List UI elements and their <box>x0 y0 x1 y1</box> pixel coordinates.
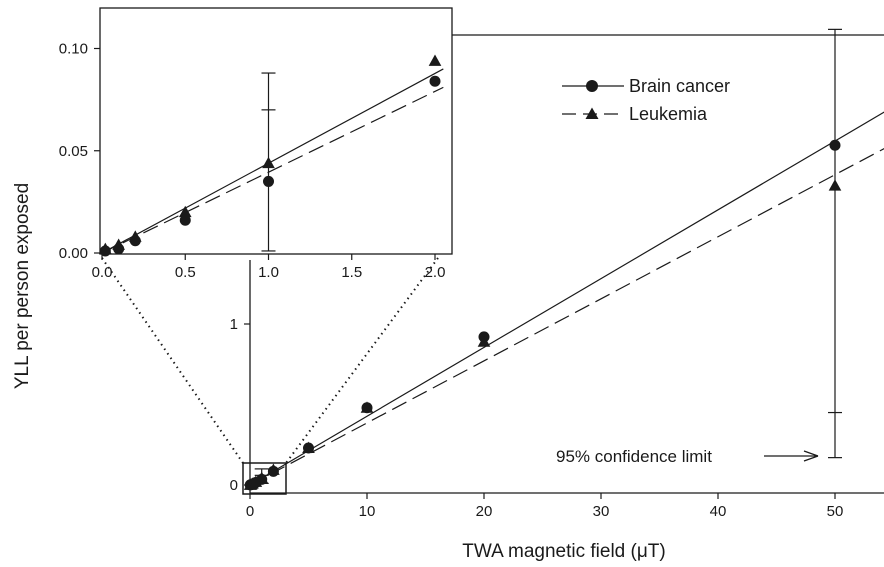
main-point-leukemia <box>249 475 263 487</box>
main-point-leukemia <box>360 401 374 413</box>
main-x-ticks: 0 10 20 30 40 50 <box>246 493 844 520</box>
inset-point-brain-cancer <box>179 214 191 226</box>
confidence-annotation: 95% confidence limit <box>556 447 712 466</box>
inset-x-ticks: 0.0 0.5 1.0 1.5 2.0 <box>92 254 446 281</box>
inset-fit-line-leukemia <box>101 86 444 254</box>
legend-item-brain-cancer: Brain cancer <box>562 76 730 96</box>
main-fit-lines <box>249 111 884 486</box>
main-plot: 0 10 20 30 40 50 01 TWA magnetic field (μT) Y… <box>12 28 884 562</box>
main-y-ticks: 01 <box>230 316 250 494</box>
main-y-axis-title: YLL per person exposed <box>12 183 33 389</box>
inset-point-leukemia <box>112 238 125 250</box>
inset-x-tick-label: 1.5 <box>341 264 362 281</box>
inset-point-leukemia <box>99 242 112 254</box>
inset-y-tick-label: 0.10 <box>59 41 88 58</box>
main-x-tick-label: 40 <box>710 503 727 520</box>
inset-point-leukemia <box>428 54 442 66</box>
inset-y-ticks: 0.00 0.05 0.10 <box>59 41 100 262</box>
main-point-leukemia <box>477 335 491 347</box>
zoom-connector-left <box>101 257 244 464</box>
main-x-tick-label: 0 <box>246 503 254 520</box>
main-error-bar <box>828 28 842 459</box>
inset-data-points <box>99 54 442 257</box>
main-y-tick-label: 0 <box>230 477 238 494</box>
inset-point-brain-cancer <box>263 175 274 187</box>
main-point-leukemia <box>267 463 280 475</box>
inset-x-tick-label: 2.0 <box>425 264 446 281</box>
main-x-tick-label: 50 <box>827 503 844 520</box>
legend-label-brain-cancer: Brain cancer <box>629 76 730 96</box>
inset-y-tick-label: 0.05 <box>59 143 88 160</box>
legend: Brain cancer Leukemia <box>562 76 730 124</box>
main-point-leukemia <box>828 179 842 191</box>
main-point-leukemia <box>302 441 315 454</box>
inset-x-tick-label: 0.5 <box>175 264 196 281</box>
zoom-connector-right <box>285 257 439 464</box>
legend-item-leukemia: Leukemia <box>562 104 708 124</box>
main-fit-line-brain-cancer <box>249 111 884 486</box>
inset-point-leukemia <box>178 205 192 218</box>
inset-x-tick-label: 0.0 <box>92 264 113 281</box>
inset-point-leukemia <box>128 230 142 242</box>
main-point-brain-cancer <box>829 139 841 151</box>
main-x-tick-label: 10 <box>359 503 376 520</box>
main-fit-line-leukemia <box>249 148 884 486</box>
inset-plot: 0.0 0.5 1.0 1.5 2.0 0.00 0.05 0.10 <box>59 7 453 281</box>
legend-label-leukemia: Leukemia <box>629 104 708 124</box>
main-x-axis-title: TWA magnetic field (μT) <box>462 541 665 562</box>
inset-frame <box>99 7 453 255</box>
inset-point-leukemia <box>262 156 275 169</box>
main-y-tick-label: 1 <box>230 316 238 333</box>
inset-x-tick-label: 1.0 <box>258 264 279 281</box>
inset-fit-line-brain-cancer <box>101 68 444 254</box>
annotation-arrowhead <box>803 450 819 462</box>
legend-triangle-marker <box>585 107 599 119</box>
legend-circle-marker <box>586 80 598 92</box>
main-x-tick-label: 30 <box>593 503 610 520</box>
inset-fit-lines <box>101 68 444 254</box>
main-point-leukemia <box>255 471 269 483</box>
inset-point-brain-cancer <box>429 75 441 87</box>
inset-y-tick-label: 0.00 <box>59 245 88 262</box>
main-data-points <box>243 139 842 491</box>
zoom-region-box <box>242 462 287 495</box>
main-x-tick-label: 20 <box>476 503 493 520</box>
